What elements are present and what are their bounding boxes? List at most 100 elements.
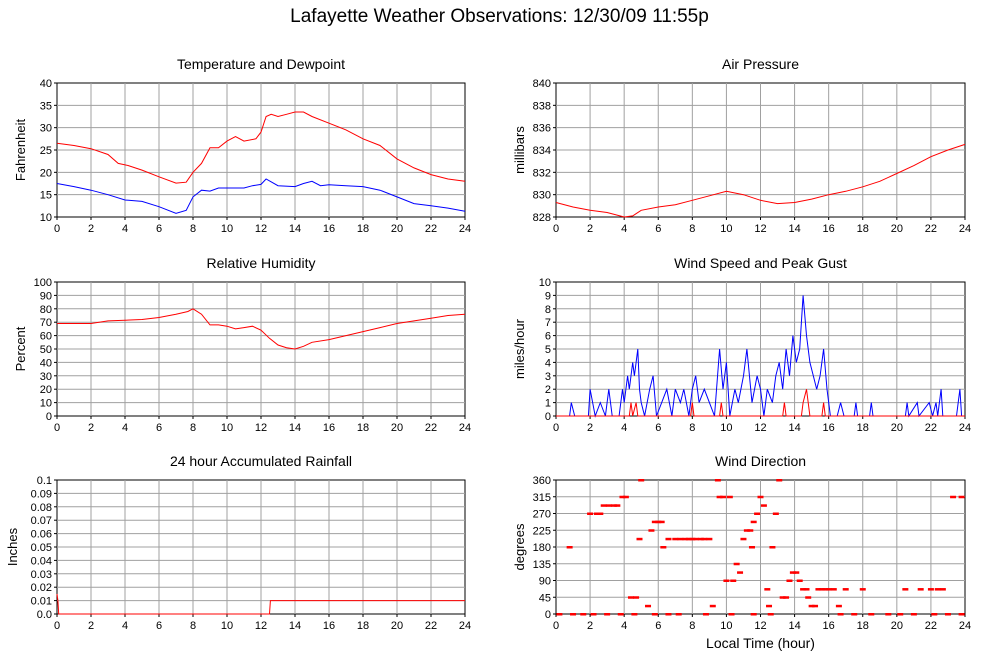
data-point bbox=[651, 520, 658, 524]
y-tick-label: 90 bbox=[40, 290, 52, 302]
data-point bbox=[902, 588, 909, 591]
x-tick-label: 14 bbox=[788, 422, 800, 434]
data-point bbox=[805, 596, 812, 599]
data-point bbox=[769, 546, 776, 549]
data-point bbox=[631, 613, 638, 616]
x-tick-label: 10 bbox=[221, 223, 233, 235]
y-tick-label: 30 bbox=[40, 123, 52, 135]
data-point bbox=[737, 571, 744, 574]
x-tick-label: 0 bbox=[553, 422, 559, 434]
series-line-0 bbox=[555, 143, 966, 218]
data-point bbox=[682, 537, 689, 541]
data-point bbox=[556, 613, 563, 616]
data-point bbox=[747, 529, 754, 532]
y-tick-label: 830 bbox=[533, 190, 551, 202]
data-point bbox=[783, 596, 790, 599]
data-point bbox=[789, 571, 796, 574]
x-tick-label: 8 bbox=[689, 620, 695, 632]
data-point bbox=[743, 529, 750, 532]
series-line-1 bbox=[556, 389, 965, 417]
x-tick-label: 2 bbox=[587, 422, 593, 434]
chart-title: Wind Speed and Peak Gust bbox=[674, 255, 847, 271]
x-tick-label: 12 bbox=[255, 422, 267, 434]
data-point bbox=[689, 537, 696, 541]
x-tick-label: 18 bbox=[857, 223, 869, 235]
x-tick-label: 0 bbox=[553, 223, 559, 235]
data-point bbox=[638, 479, 645, 482]
y-tick-label: 40 bbox=[40, 357, 52, 369]
x-axis-label: Local Time (hour) bbox=[706, 635, 815, 651]
data-point bbox=[931, 613, 938, 616]
x-tick-label: 14 bbox=[289, 620, 301, 632]
x-tick-label: 12 bbox=[754, 620, 766, 632]
data-point bbox=[672, 537, 679, 541]
x-tick-label: 2 bbox=[88, 620, 94, 632]
x-tick-label: 22 bbox=[925, 620, 937, 632]
y-tick-label: 0 bbox=[545, 411, 551, 423]
x-tick-label: 18 bbox=[857, 422, 869, 434]
y-tick-label: 8 bbox=[545, 304, 551, 316]
data-point bbox=[645, 604, 652, 608]
x-tick-label: 22 bbox=[425, 223, 437, 235]
chart-title: Temperature and Dewpoint bbox=[177, 56, 345, 72]
data-point bbox=[566, 546, 573, 549]
data-point bbox=[728, 613, 735, 616]
y-tick-label: 25 bbox=[40, 145, 52, 157]
y-tick-label: 0.04 bbox=[31, 555, 52, 567]
y-tick-label: 6 bbox=[545, 331, 551, 343]
data-point bbox=[593, 512, 600, 515]
y-tick-label: 2 bbox=[545, 384, 551, 396]
data-point bbox=[776, 479, 783, 482]
data-point bbox=[587, 512, 594, 515]
y-tick-label: 20 bbox=[40, 384, 52, 396]
data-point bbox=[950, 495, 957, 499]
data-point bbox=[660, 546, 667, 549]
x-tick-label: 6 bbox=[156, 620, 162, 632]
data-point bbox=[786, 579, 793, 582]
x-tick-label: 16 bbox=[823, 422, 835, 434]
x-tick-label: 6 bbox=[156, 422, 162, 434]
y-tick-label: 35 bbox=[40, 100, 52, 112]
x-tick-label: 0 bbox=[553, 620, 559, 632]
x-tick-label: 22 bbox=[425, 620, 437, 632]
x-tick-label: 20 bbox=[891, 422, 903, 434]
x-tick-label: 24 bbox=[959, 223, 971, 235]
data-point bbox=[723, 579, 730, 582]
series-line-0 bbox=[556, 295, 965, 418]
y-tick-label: 1 bbox=[545, 398, 551, 410]
data-point bbox=[910, 613, 917, 616]
chart-title: 24 hour Accumulated Rainfall bbox=[170, 453, 352, 469]
x-tick-label: 4 bbox=[122, 223, 128, 235]
data-point bbox=[720, 495, 727, 499]
data-point bbox=[812, 604, 819, 608]
data-point bbox=[803, 588, 810, 591]
y-tick-label: 0.02 bbox=[31, 582, 52, 594]
data-point bbox=[665, 537, 672, 541]
data-point bbox=[944, 613, 951, 616]
data-point bbox=[627, 596, 634, 599]
data-point bbox=[757, 495, 764, 499]
x-tick-label: 6 bbox=[655, 422, 661, 434]
data-point bbox=[692, 537, 699, 541]
data-point bbox=[927, 588, 934, 591]
x-tick-label: 12 bbox=[255, 223, 267, 235]
x-tick-label: 6 bbox=[156, 223, 162, 235]
y-tick-label: 3 bbox=[545, 371, 551, 383]
data-point bbox=[636, 537, 643, 541]
data-point bbox=[733, 562, 740, 566]
x-tick-label: 10 bbox=[720, 620, 732, 632]
chart-title: Relative Humidity bbox=[207, 255, 316, 271]
data-point bbox=[800, 588, 807, 591]
data-point bbox=[754, 512, 761, 515]
x-tick-label: 0 bbox=[54, 620, 60, 632]
x-tick-label: 16 bbox=[823, 620, 835, 632]
y-axis-label: Percent bbox=[13, 326, 28, 371]
data-point bbox=[822, 588, 829, 591]
page-title: Lafayette Weather Observations: 12/30/09… bbox=[290, 6, 709, 27]
y-tick-label: 90 bbox=[539, 576, 551, 588]
x-tick-label: 22 bbox=[925, 223, 937, 235]
y-tick-label: 0 bbox=[545, 609, 551, 621]
